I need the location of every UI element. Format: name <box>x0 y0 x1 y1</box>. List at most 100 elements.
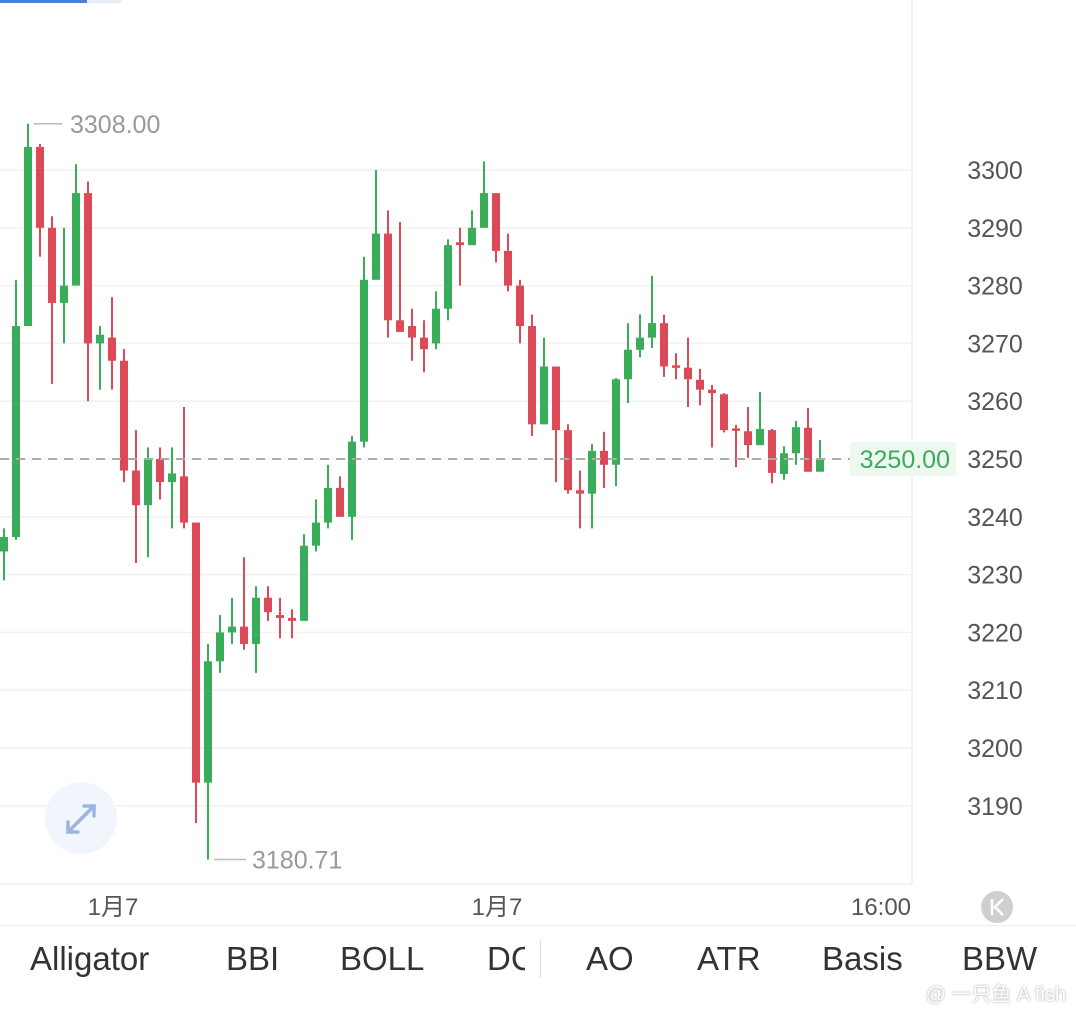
candle-up <box>480 161 488 228</box>
candle-down <box>240 557 248 650</box>
tab-boll[interactable]: BOLL <box>340 940 425 977</box>
candle-body <box>732 428 740 431</box>
candle-up <box>228 597 236 644</box>
candle-down <box>420 320 428 373</box>
candle-body <box>252 597 260 644</box>
y-tick-label: 3210 <box>967 677 1023 705</box>
candle-body <box>264 597 272 613</box>
tab-bbi[interactable]: BBI <box>226 940 280 977</box>
candle-body <box>168 473 176 483</box>
y-tick-label: 3280 <box>967 273 1023 301</box>
candle-body <box>816 459 824 472</box>
x-tick-label: 1月7 <box>472 894 523 921</box>
candle-down <box>552 366 560 483</box>
candle-down <box>504 233 512 292</box>
candle-down <box>276 597 284 639</box>
candle-body <box>480 193 488 228</box>
candle-body <box>468 227 476 246</box>
candle-up <box>204 643 212 860</box>
candle-down <box>192 522 200 824</box>
candle-up <box>792 420 800 465</box>
candle-up <box>612 378 620 487</box>
candle-body <box>360 279 368 442</box>
candle-body <box>24 146 32 327</box>
candle-body <box>492 193 500 251</box>
candle-down <box>384 210 392 338</box>
candle-down <box>120 349 128 483</box>
candle-up <box>324 464 332 529</box>
candle-body <box>564 430 572 491</box>
y-tick-label: 3240 <box>967 504 1023 532</box>
candle-body <box>372 233 380 280</box>
candle-body <box>696 379 704 390</box>
candle-down <box>600 431 608 488</box>
candle-up <box>648 275 656 349</box>
tab-ao[interactable]: AO <box>586 940 634 977</box>
candle-body <box>204 661 212 783</box>
candle-body <box>624 349 632 380</box>
candle-body <box>552 366 560 431</box>
candle-body <box>708 389 716 394</box>
candle-up <box>252 586 260 673</box>
tab-basis[interactable]: Basis <box>822 940 903 977</box>
y-tick-label: 3200 <box>967 735 1023 763</box>
candle-down <box>696 368 704 406</box>
candle-down <box>180 406 188 529</box>
candle-down <box>804 408 812 472</box>
candle-up <box>588 443 596 529</box>
candle-up <box>168 447 176 529</box>
candlestick-chart[interactable]: 3300 3290 3280 3270 3260 3250 3240 3230 3220 3210… <box>0 0 1076 925</box>
tab-alligator[interactable]: Alligator <box>30 940 150 977</box>
candle-down <box>744 406 752 458</box>
candle-body <box>240 626 248 644</box>
y-tick-label: 3250 <box>967 446 1023 474</box>
candle-body <box>756 428 764 446</box>
candle-up <box>144 447 152 558</box>
candle-body <box>228 626 236 633</box>
candle-up <box>540 337 548 425</box>
scroll-to-start-icon[interactable] <box>981 891 1013 923</box>
candle-up <box>372 170 380 280</box>
y-tick-label: 3230 <box>967 562 1023 590</box>
candle-body <box>744 431 752 446</box>
candle-body <box>216 632 224 662</box>
expand-arrows-icon[interactable] <box>45 782 117 854</box>
candle-down <box>672 353 680 380</box>
candle-body <box>636 337 644 350</box>
candle-body <box>192 522 200 783</box>
candle-down <box>48 216 56 384</box>
candle-body <box>516 285 524 327</box>
candle-body <box>408 326 416 338</box>
x-tick-label: 16:00 <box>851 894 911 921</box>
y-tick-label: 3260 <box>967 388 1023 416</box>
candle-body <box>420 337 428 350</box>
candle-body <box>300 545 308 621</box>
candle-up <box>72 164 80 286</box>
candle-body <box>144 459 152 506</box>
tab-dc[interactable]: DC <box>487 940 525 977</box>
candle-down <box>156 447 164 500</box>
tab-atr[interactable]: ATR <box>697 940 761 977</box>
candle-body <box>120 360 128 471</box>
candle-down <box>684 337 692 407</box>
candle-body <box>804 427 812 472</box>
candle-down <box>396 222 404 332</box>
candle-body <box>84 193 92 344</box>
candle-down <box>576 470 584 529</box>
watermark: @ 一只鱼 A fish <box>925 984 1066 1006</box>
candle-body <box>720 394 728 431</box>
candle-body <box>504 250 512 286</box>
candle-down <box>768 428 776 484</box>
candle-up <box>624 323 632 403</box>
candle-down <box>408 308 416 361</box>
tab-bbw[interactable]: BBW <box>962 940 1038 977</box>
candle-down <box>108 297 116 390</box>
candle-down <box>660 314 668 377</box>
candle-body <box>0 537 8 552</box>
candle-body <box>108 337 116 361</box>
candle-down <box>84 181 92 402</box>
active-tab-indicator <box>0 0 87 3</box>
candle-down <box>528 314 536 436</box>
candle-up <box>60 227 68 344</box>
candle-up <box>816 439 824 472</box>
